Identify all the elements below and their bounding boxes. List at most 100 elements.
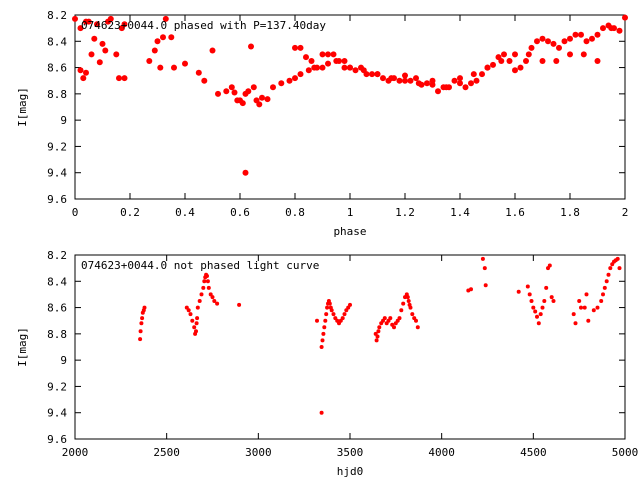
x-axis-ticks: 2000 2500 3000 3500 4000 4500 5000 [62, 255, 638, 459]
data-point [527, 292, 532, 297]
data-point [192, 325, 197, 330]
data-point [483, 283, 488, 288]
data-point [305, 67, 312, 74]
data-point [231, 89, 238, 96]
data-point [242, 169, 249, 176]
data-point [473, 77, 480, 84]
data-point [374, 338, 379, 343]
data-point [363, 71, 370, 78]
data-point [396, 77, 403, 84]
data-point [325, 305, 330, 310]
data-point [292, 75, 298, 82]
y-tick-label: 9 [60, 354, 67, 367]
x-axis-label: hjd0 [337, 465, 364, 478]
data-point [85, 18, 92, 25]
x-tick-label: 1 [347, 206, 354, 219]
y-axis-ticks: 8.2 8.4 8.6 8.8 9 9.2 9.4 9.6 [47, 9, 625, 206]
data-point [457, 75, 463, 82]
data-point [358, 64, 364, 71]
data-point [528, 44, 535, 51]
data-point [245, 88, 252, 95]
x-tick-label: 3500 [337, 446, 364, 459]
data-point [286, 77, 293, 84]
data-point [88, 51, 95, 58]
data-point [278, 80, 285, 87]
y-tick-label: 9.6 [47, 193, 67, 206]
data-point [516, 289, 521, 294]
data-point [457, 80, 463, 87]
data-point [138, 329, 143, 334]
data-point [556, 44, 562, 51]
data-point [102, 47, 109, 54]
x-tick-label: 0.4 [175, 206, 195, 219]
data-point [308, 58, 315, 64]
data-point [501, 51, 507, 58]
data-point [297, 44, 304, 51]
x-tick-label: 2500 [153, 446, 180, 459]
data-point [415, 325, 420, 330]
data-point [80, 75, 87, 82]
data-point [215, 90, 221, 97]
x-tick-label: 1.8 [560, 206, 580, 219]
data-point [582, 305, 587, 310]
data-point [228, 84, 235, 91]
data-point [99, 40, 106, 47]
y-tick-label: 9.2 [47, 380, 67, 393]
data-point [139, 321, 144, 326]
data-point [608, 266, 613, 271]
data-point [604, 279, 609, 284]
data-point [536, 321, 541, 326]
data-point [399, 308, 404, 313]
data-point [484, 64, 491, 71]
data-point [435, 88, 441, 95]
data-point [601, 292, 605, 297]
data-point [525, 51, 532, 58]
data-point [330, 51, 337, 58]
data-point [578, 31, 584, 38]
data-point [567, 35, 573, 42]
data-point [584, 292, 589, 297]
data-point [121, 75, 128, 82]
data-point [380, 75, 386, 82]
data-point [322, 325, 327, 330]
data-point [385, 77, 392, 84]
data-point [480, 256, 485, 261]
data-point [194, 329, 198, 334]
data-point [264, 96, 271, 103]
data-point [202, 279, 207, 284]
data-point [567, 51, 573, 58]
data-point [168, 34, 175, 41]
data-point [342, 312, 347, 317]
data-point [340, 316, 345, 321]
data-point [320, 338, 325, 343]
data-point [292, 44, 298, 51]
data-point [602, 285, 607, 290]
data-point [617, 266, 622, 271]
data-point [377, 325, 382, 330]
data-point [402, 77, 408, 84]
data-point [209, 47, 216, 54]
data-point [347, 64, 353, 71]
data-point [401, 301, 406, 306]
data-point [77, 67, 84, 74]
data-point [325, 51, 331, 58]
data-point [479, 71, 485, 78]
data-point [512, 67, 518, 74]
data-point [506, 58, 513, 64]
data-point [146, 58, 153, 64]
data-point [523, 58, 529, 64]
x-tick-label: 0.6 [230, 206, 250, 219]
data-point [577, 299, 582, 303]
data-point [600, 25, 606, 32]
data-point [539, 58, 546, 64]
data-point [121, 21, 128, 28]
data-point [319, 51, 326, 58]
data-point [329, 308, 334, 313]
data-point [561, 38, 568, 45]
data-point [341, 58, 348, 64]
y-tick-label: 8.6 [47, 302, 67, 315]
data-point [325, 60, 331, 67]
data-point [142, 305, 147, 310]
data-point [171, 64, 177, 71]
